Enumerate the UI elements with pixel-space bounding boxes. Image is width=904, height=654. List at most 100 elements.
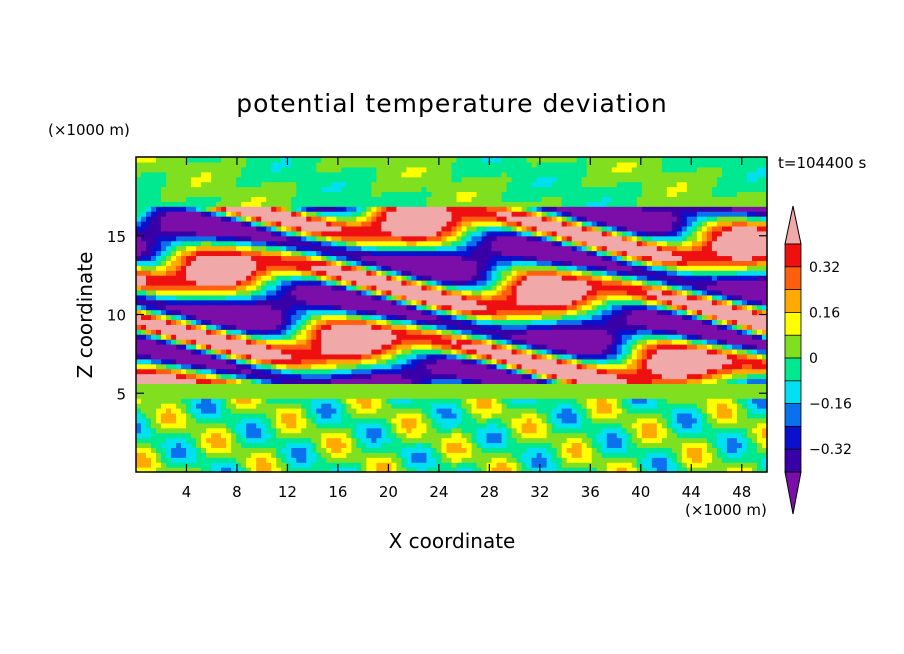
heatmap-cell <box>711 309 718 316</box>
heatmap-cell <box>551 294 558 301</box>
heatmap-cell <box>161 334 167 340</box>
heatmap-cell <box>491 403 498 409</box>
heatmap-cell <box>621 398 628 404</box>
heatmap-cell <box>201 294 207 301</box>
heatmap-cell <box>241 452 247 458</box>
heatmap-cell <box>596 294 603 301</box>
heatmap-cell <box>311 334 317 340</box>
heatmap-cell <box>696 408 703 414</box>
heatmap-cell <box>476 462 483 468</box>
heatmap-cell <box>441 373 448 380</box>
heatmap-cell <box>301 324 307 330</box>
heatmap-cell <box>421 324 428 330</box>
heatmap-cell <box>676 348 683 355</box>
heatmap-cell <box>526 442 533 448</box>
heatmap-cell <box>341 427 347 434</box>
heatmap-cell <box>611 339 618 345</box>
heatmap-cell <box>346 452 352 458</box>
heatmap-cell <box>196 353 202 360</box>
heatmap-cell <box>361 353 367 360</box>
heatmap-cell <box>531 329 538 335</box>
heatmap-cell <box>186 398 192 404</box>
heatmap-cell <box>471 353 478 360</box>
heatmap-cell <box>411 304 418 311</box>
heatmap-cell <box>406 329 413 335</box>
heatmap-cell <box>396 363 403 370</box>
heatmap-cell <box>251 294 257 301</box>
heatmap-cell <box>711 398 718 404</box>
heatmap-cell <box>391 452 398 458</box>
heatmap-cell <box>216 378 222 384</box>
heatmap-cell <box>196 383 202 389</box>
heatmap-cell <box>411 368 418 375</box>
heatmap-cell <box>491 437 498 444</box>
heatmap-cell <box>706 388 713 394</box>
heatmap-cell <box>716 417 723 424</box>
heatmap-cell <box>256 284 262 291</box>
heatmap-cell <box>226 462 232 468</box>
heatmap-cell <box>136 280 142 286</box>
heatmap-cell <box>156 319 162 325</box>
heatmap-cell <box>276 378 282 384</box>
heatmap-cell <box>621 353 628 360</box>
heatmap-cell <box>201 393 207 399</box>
heatmap-cell <box>376 398 382 404</box>
heatmap-cell <box>461 442 468 448</box>
heatmap-cell <box>456 442 463 448</box>
heatmap-cell <box>646 363 653 370</box>
heatmap-cell <box>571 408 578 414</box>
heatmap-cell <box>421 329 428 335</box>
heatmap-cell <box>561 398 568 404</box>
heatmap-cell <box>356 462 362 468</box>
heatmap-cell <box>201 437 207 444</box>
heatmap-cell <box>201 388 207 394</box>
heatmap-cell <box>376 353 382 360</box>
heatmap-cell <box>236 447 242 453</box>
heatmap-cell <box>176 284 182 291</box>
heatmap-cell <box>691 284 698 291</box>
heatmap-cell <box>536 447 543 453</box>
heatmap-cell <box>211 412 217 419</box>
heatmap-cell <box>181 294 187 301</box>
heatmap-cell <box>351 314 357 321</box>
heatmap-cell <box>611 437 618 444</box>
heatmap-cell <box>246 383 252 389</box>
heatmap-cell <box>286 353 292 360</box>
heatmap-cell <box>706 378 713 384</box>
heatmap-cell <box>136 284 142 291</box>
heatmap-cell <box>711 403 718 409</box>
heatmap-cell <box>486 412 493 419</box>
heatmap-cell <box>631 373 638 380</box>
heatmap-cell <box>286 344 292 350</box>
heatmap-cell <box>266 427 272 434</box>
heatmap-cell <box>441 412 448 419</box>
heatmap-cell <box>281 462 287 468</box>
heatmap-cell <box>426 304 433 311</box>
heatmap-cell <box>666 324 673 330</box>
heatmap-cell <box>161 378 167 384</box>
heatmap-cell <box>151 378 157 384</box>
heatmap-cell <box>736 388 743 394</box>
heatmap-cell <box>181 398 187 404</box>
heatmap-cell <box>571 462 578 468</box>
heatmap-cell <box>426 344 433 350</box>
heatmap-cell <box>651 309 658 316</box>
heatmap-cell <box>576 368 583 375</box>
heatmap-cell <box>731 353 738 360</box>
heatmap-cell <box>161 462 167 468</box>
heatmap-cell <box>741 422 748 429</box>
heatmap-cell <box>646 309 653 316</box>
heatmap-cell <box>271 388 277 394</box>
heatmap-cell <box>191 417 197 424</box>
heatmap-cell <box>361 373 367 380</box>
heatmap-cell <box>651 304 658 311</box>
heatmap-cell <box>716 334 723 340</box>
heatmap-cell <box>701 388 708 394</box>
heatmap-cell <box>421 363 428 370</box>
heatmap-cell <box>506 353 513 360</box>
heatmap-cell <box>621 289 628 296</box>
heatmap-cell <box>666 339 673 345</box>
heatmap-cell <box>646 344 653 350</box>
heatmap-cell <box>651 383 658 389</box>
heatmap-cell <box>716 467 723 473</box>
